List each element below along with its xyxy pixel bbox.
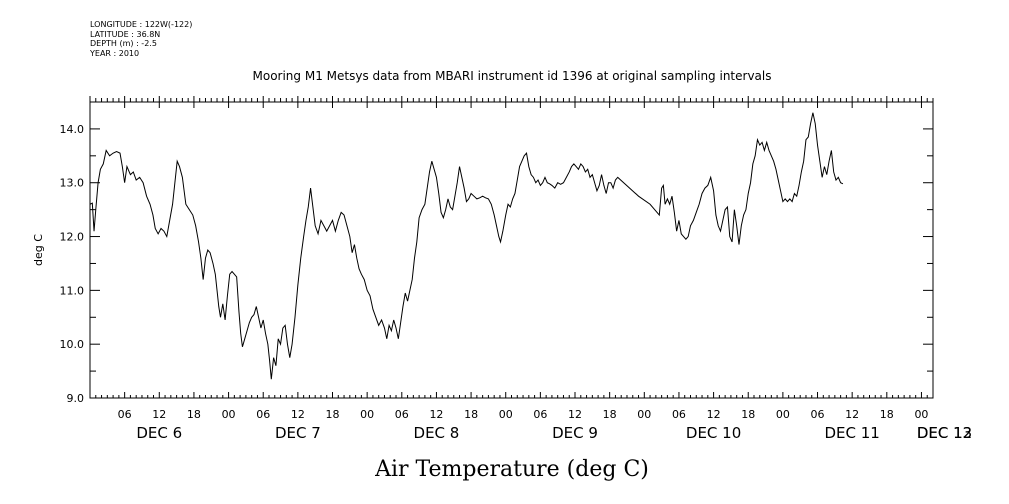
x-tick-label: 12 [152, 408, 166, 421]
x-tick-label: 06 [118, 408, 132, 421]
x-tick-label: 18 [326, 408, 340, 421]
x-tick-label: 00 [222, 408, 236, 421]
x-tick-label: 18 [187, 408, 201, 421]
x-tick-label: 12 [845, 408, 859, 421]
x-tick-label: 06 [811, 408, 825, 421]
x-tick-label: 12 [568, 408, 582, 421]
latitude-label: LATITUDE : 36.8N [90, 29, 161, 39]
y-tick-label: 11.0 [60, 284, 85, 297]
x-tick-label: 18 [464, 408, 478, 421]
x-date-label: DEC 11 [824, 424, 879, 442]
x-tick-label: 12 [429, 408, 443, 421]
x-tick-label: 18 [603, 408, 617, 421]
x-tick-label: 06 [395, 408, 409, 421]
x-date-label: DEC 10 [686, 424, 741, 442]
x-tick-label: 06 [672, 408, 686, 421]
x-axis-label: Air Temperature (deg C) [374, 457, 649, 482]
y-axis-label: deg C [32, 234, 45, 266]
x-tick-label: 12 [291, 408, 305, 421]
x-tick-label: 00 [360, 408, 374, 421]
year-label: YEAR : 2010 [90, 48, 140, 58]
x-tick-label: 06 [533, 408, 547, 421]
temperature-series-line [89, 112, 844, 380]
x-date-label: DEC 8 [414, 424, 460, 442]
x-tick-label: 06 [256, 408, 270, 421]
x-tick-label: 00 [776, 408, 790, 421]
x-date-label: DEC 7 [275, 424, 321, 442]
longitude-label: LONGITUDE : 122W(-122) [90, 20, 193, 29]
metadata-block: LONGITUDE : 122W(-122) LATITUDE : 36.8N … [90, 20, 192, 58]
x-tick-label: 12 [707, 408, 721, 421]
chart-title: Mooring M1 Metsys data from MBARI instru… [253, 69, 772, 83]
x-date-label: DEC 9 [552, 424, 598, 442]
x-date-label: DEC 13 [917, 424, 972, 442]
x-tick-label: 00 [499, 408, 513, 421]
x-tick-label: 18 [741, 408, 755, 421]
x-date-label: DEC 6 [136, 424, 182, 442]
y-tick-label: 14.0 [60, 123, 85, 136]
y-tick-label: 12.0 [60, 231, 85, 244]
plot-frame [89, 101, 934, 399]
depth-label: DEPTH (m) : -2.5 [90, 39, 157, 48]
y-tick-label: 10.0 [60, 338, 85, 351]
x-tick-label: 00 [914, 408, 928, 421]
y-tick-label: 9.0 [67, 392, 85, 405]
y-tick-label: 13.0 [60, 177, 85, 190]
x-tick-label: 18 [880, 408, 894, 421]
x-tick-label: 00 [637, 408, 651, 421]
x-date-label: DEC 12 [917, 424, 972, 442]
axes-group: 9.0 10.0 11.0 12.0 13.0 14.0 06 12 18 00 06 12 18 00 0… [60, 96, 972, 442]
